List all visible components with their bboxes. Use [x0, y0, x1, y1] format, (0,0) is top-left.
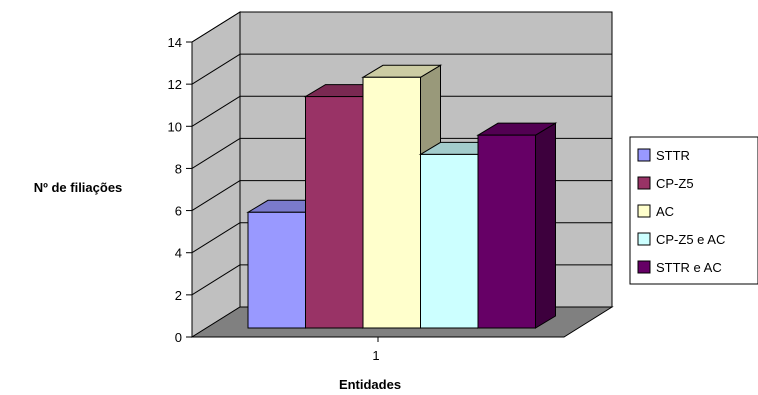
y-tick-label: 14: [168, 35, 182, 50]
legend-swatch: [637, 176, 651, 190]
legend-label: CP-Z5: [656, 176, 694, 191]
side-wall: [191, 11, 241, 338]
legend-swatch: [637, 260, 651, 274]
legend-swatch: [637, 232, 651, 246]
x-axis-title: Entidades: [339, 377, 401, 392]
y-tick-label: 2: [175, 288, 182, 303]
legend-box: [629, 136, 758, 285]
y-tick-label: 10: [168, 119, 182, 134]
gridline-side: [191, 95, 241, 127]
y-tick-label: 0: [175, 330, 182, 345]
y-tick-label: 4: [175, 246, 182, 261]
legend-label: STTR: [656, 148, 690, 163]
x-tick-label: 1: [372, 348, 379, 363]
legend-label: STTR e AC: [656, 260, 722, 275]
y-ticks: 0 2 4 6 8 10 12 14: [168, 35, 192, 345]
legend-label: CP-Z5 e AC: [656, 232, 725, 247]
y-tick-label: 8: [175, 161, 182, 176]
legend-swatch: [637, 204, 651, 218]
bar-sttr-e-ac: [476, 122, 558, 329]
legend: STTR CP-Z5 AC CP-Z5 e AC STTR e AC: [629, 136, 758, 285]
legend-swatch: [637, 148, 651, 162]
gridline-side: [191, 180, 241, 211]
y-axis-title: Nº de filiações: [34, 180, 123, 195]
legend-label: AC: [656, 204, 674, 219]
gridline-side: [191, 53, 241, 85]
gridline-side: [191, 11, 241, 43]
y-tick-label: 6: [175, 204, 182, 219]
gridline-side: [191, 138, 241, 169]
bars: [246, 64, 558, 329]
y-tick-label: 12: [168, 77, 182, 92]
gridline-side: [191, 222, 241, 254]
gridline-side: [191, 264, 241, 296]
